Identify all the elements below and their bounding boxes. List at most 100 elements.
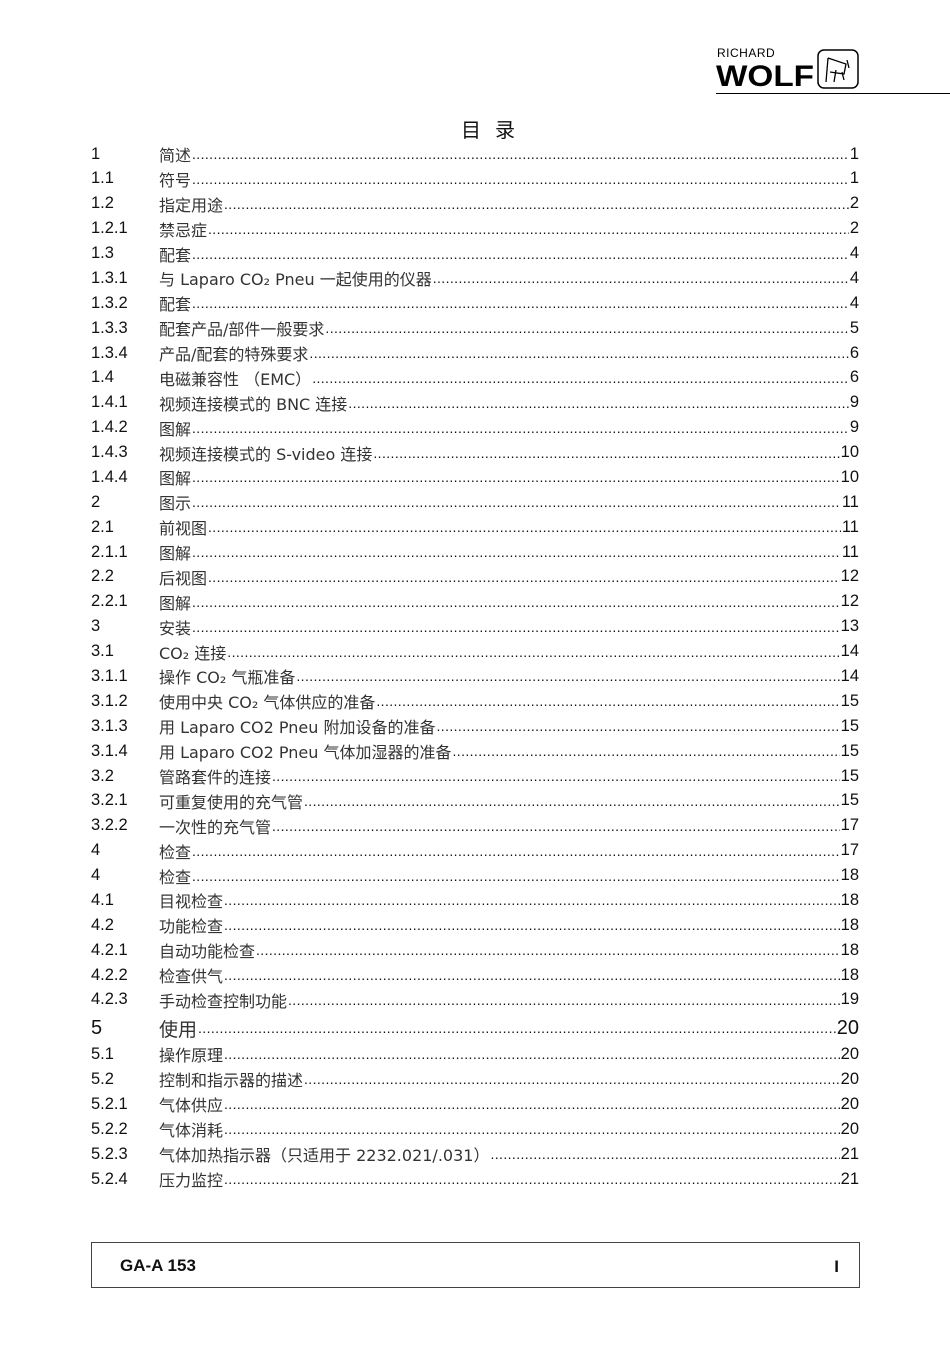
toc-entry[interactable]: 2 图示 11 [91, 490, 859, 514]
section-title: 图示 [159, 494, 192, 514]
page-ref: 20 [840, 1044, 859, 1063]
page-ref: 15 [840, 791, 859, 810]
page-ref: 14 [840, 642, 859, 661]
toc-entry[interactable]: 4.1 目视检查 18 [91, 888, 859, 912]
toc-entry[interactable]: 4.2.2 检查供气 18 [91, 963, 859, 987]
page-ref: 19 [840, 990, 859, 1009]
section-number: 3.1.4 [91, 741, 128, 760]
page-ref: 18 [840, 915, 859, 934]
page-ref: 6 [849, 368, 859, 387]
toc-entry[interactable]: 3.1.4 用 Laparo CO2 Pneu 气体加湿器的准备 15 [91, 739, 859, 763]
toc-entry[interactable]: 1.3 配套 4 [91, 242, 859, 266]
dot-leader [433, 270, 849, 286]
toc-entry[interactable]: 3.1.1 操作 CO₂ 气瓶准备 14 [91, 664, 859, 688]
section-number: 1.3 [91, 244, 114, 263]
toc-entry[interactable]: 5.2 控制和指示器的描述 20 [91, 1067, 859, 1091]
dot-leader [192, 544, 841, 560]
richard-wolf-logo: RICHARD WOLF [716, 44, 862, 93]
dot-leader [312, 370, 849, 386]
toc-entry[interactable]: 1 简述 1 [91, 142, 859, 166]
page-title: 目录 [461, 118, 529, 142]
section-title: 配套产品/部件一般要求 [159, 320, 325, 340]
toc-entry[interactable]: 3.1 CO₂ 连接 14 [91, 640, 859, 664]
dot-leader [192, 868, 840, 884]
toc-entry[interactable]: 1.4 电磁兼容性 （EMC） 6 [91, 366, 859, 390]
section-number: 2.1 [91, 517, 114, 536]
section-title: 手动检查控制功能 [159, 991, 288, 1011]
dot-leader [192, 469, 840, 485]
section-number: 5.2.2 [91, 1119, 128, 1138]
dot-leader [224, 1046, 840, 1062]
toc-entry[interactable]: 1.2.1 禁忌症 2 [91, 217, 859, 241]
toc-entry[interactable]: 3.2 管路套件的连接 15 [91, 764, 859, 788]
toc-entry[interactable]: 3.2.1 可重复使用的充气管 15 [91, 789, 859, 813]
svg-text:RICHARD: RICHARD [717, 46, 775, 60]
section-title: 控制和指示器的描述 [159, 1071, 304, 1090]
toc-entry[interactable]: 5.2.1 气体供应 20 [91, 1092, 859, 1116]
toc-entry[interactable]: 2.1 前视图 11 [91, 515, 859, 539]
toc-entry[interactable]: 3 安装 13 [91, 615, 859, 639]
toc-entry[interactable]: 3.1.3 用 Laparo CO2 Pneu 附加设备的准备 15 [91, 714, 859, 738]
toc-entry[interactable]: 1.3.1 与 Laparo CO₂ Pneu 一起使用的仪器 4 [91, 266, 859, 290]
toc-entry[interactable]: 5.2.3 气体加热指示器（只适用于 2232.021/.031） 21 [91, 1142, 859, 1166]
section-number: 3.1 [91, 642, 114, 661]
page-ref: 9 [849, 393, 859, 412]
toc-entry[interactable]: 1.3.4 产品/配套的特殊要求 6 [91, 341, 859, 365]
section-title: 图解 [159, 469, 192, 489]
section-title: 操作 CO₂ 气瓶准备 [159, 668, 296, 688]
toc-entry[interactable]: 1.4.2 图解 9 [91, 416, 859, 440]
section-title: 气体消耗 [159, 1121, 224, 1140]
section-title: 使用中央 CO₂ 气体供应的准备 [159, 693, 376, 713]
section-title: 图解 [159, 593, 192, 613]
page-ref: 4 [849, 293, 859, 312]
section-title: 检查供气 [159, 967, 224, 987]
toc-entry[interactable]: 1.3.3 配套产品/部件一般要求 5 [91, 316, 859, 340]
page-ref: 17 [840, 841, 859, 860]
section-title: 与 Laparo CO₂ Pneu 一起使用的仪器 [159, 270, 432, 290]
section-number: 3.1.2 [91, 691, 128, 710]
toc-entry[interactable]: 4 检查 18 [91, 864, 859, 888]
toc-entry[interactable]: 1.1 符号 1 [91, 167, 859, 191]
section-title: 图解 [159, 544, 192, 564]
section-title: 后视图 [159, 568, 208, 588]
toc-entry[interactable]: 5.2.4 压力监控 21 [91, 1167, 859, 1191]
section-title: 检查 [159, 867, 192, 887]
toc-entry[interactable]: 1.4.4 图解 10 [91, 465, 859, 489]
page-ref: 21 [840, 1169, 859, 1188]
toc-entry[interactable]: 1.3.2 配套 4 [91, 291, 859, 315]
toc-entry[interactable]: 2.2.1 图解 12 [91, 590, 859, 614]
section-number: 1.4.1 [91, 393, 128, 412]
toc-entry[interactable]: 1.4.1 视频连接模式的 BNC 连接 9 [91, 391, 859, 415]
page-ref: 12 [840, 592, 859, 611]
section-number: 1.3.4 [91, 343, 128, 362]
toc-entry[interactable]: 1.2 指定用途 2 [91, 192, 859, 216]
section-title: 产品/配套的特殊要求 [159, 345, 309, 365]
toc-entry[interactable]: 4 检查 17 [91, 839, 859, 863]
toc-entry[interactable]: 3.2.2 一次性的充气管 17 [91, 814, 859, 838]
section-number: 4.2.1 [91, 940, 128, 959]
section-number: 1.4 [91, 368, 114, 387]
toc-entry[interactable]: 4.2 功能检查 18 [91, 913, 859, 937]
toc-entry[interactable]: 5.2.2 气体消耗 20 [91, 1117, 859, 1141]
dot-leader [224, 1096, 840, 1112]
section-title: 配套 [159, 295, 192, 315]
toc-entry[interactable]: 2.1.1 图解 11 [91, 540, 859, 564]
section-title: 操作原理 [159, 1046, 224, 1065]
dot-leader [272, 818, 840, 834]
toc-entry[interactable]: 5.1 操作原理 20 [91, 1042, 859, 1066]
toc-entry[interactable]: 4.2.3 手动检查控制功能 19 [91, 988, 859, 1012]
dot-leader [304, 793, 840, 809]
section-title: 指定用途 [159, 195, 224, 215]
dot-leader [227, 644, 839, 660]
page-ref: 2 [849, 194, 859, 213]
toc-entry[interactable]: 3.1.2 使用中央 CO₂ 气体供应的准备 15 [91, 689, 859, 713]
toc-entry[interactable]: 2.2 后视图 12 [91, 565, 859, 589]
dot-leader [296, 668, 839, 684]
dot-leader [192, 171, 849, 187]
toc-entry[interactable]: 4.2.1 自动功能检查 18 [91, 938, 859, 962]
dot-leader [288, 992, 840, 1008]
toc-entry[interactable]: 1.4.3 视频连接模式的 S-video 连接 10 [91, 441, 859, 465]
toc-entry[interactable]: 5 使用 20 [91, 1016, 859, 1041]
section-number: 4.2 [91, 915, 114, 934]
section-number: 1.3.1 [91, 268, 128, 287]
